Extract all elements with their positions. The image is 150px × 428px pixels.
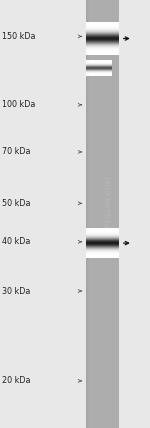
Text: 20 kDa: 20 kDa — [2, 376, 30, 386]
Text: 40 kDa: 40 kDa — [2, 237, 30, 247]
Text: 50 kDa: 50 kDa — [2, 199, 30, 208]
Text: 70 kDa: 70 kDa — [2, 147, 30, 157]
Text: 100 kDa: 100 kDa — [2, 100, 35, 110]
Text: 150 kDa: 150 kDa — [2, 32, 35, 41]
Text: 30 kDa: 30 kDa — [2, 286, 30, 296]
Text: WWW.PTGLAB.COM: WWW.PTGLAB.COM — [105, 175, 111, 253]
